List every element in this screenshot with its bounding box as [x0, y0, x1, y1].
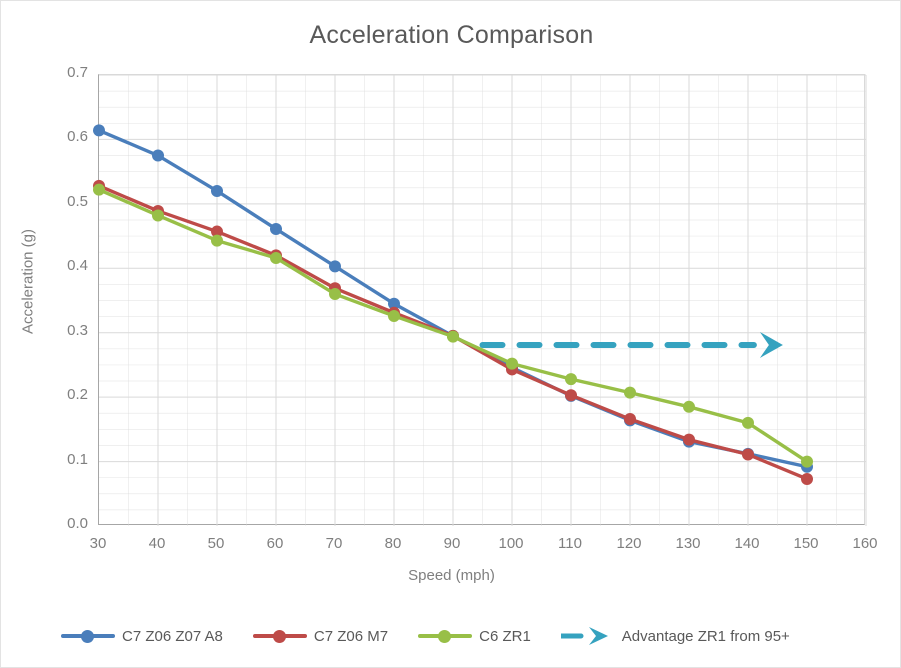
legend-item-label: C7 Z06 Z07 A8 [122, 627, 223, 645]
legend-item[interactable]: C7 Z06 M7 [252, 627, 389, 645]
x-tick-label: 160 [852, 535, 878, 552]
data-series-layer [93, 124, 813, 485]
x-tick-label: 100 [498, 535, 524, 552]
x-tick-label: 150 [793, 535, 819, 552]
x-tick-label: 130 [675, 535, 701, 552]
y-tick-label: 0.7 [67, 64, 88, 81]
gridlines [99, 74, 867, 526]
annotation-arrow [479, 331, 783, 358]
legend-line-marker [61, 628, 115, 644]
x-tick-label: 60 [266, 535, 284, 552]
x-tick-label: 110 [558, 535, 582, 552]
x-tick-label: 90 [443, 535, 461, 552]
plot-area [93, 74, 867, 526]
x-tick-label: 30 [89, 535, 107, 552]
chart-legend: C7 Z06 Z07 A8 C7 Z06 M7 C6 ZR1 Advantage ZR… [61, 621, 861, 651]
y-tick-label: 0.2 [67, 386, 88, 404]
legend-dot [272, 630, 286, 643]
y-tick-label: 0.6 [67, 128, 88, 146]
y-tick-label: 0.4 [67, 257, 88, 275]
legend-line-marker [252, 628, 307, 644]
annotation-layer [479, 331, 783, 358]
y-tick-label: 0.1 [67, 450, 88, 468]
x-tick-label: 40 [148, 535, 166, 552]
legend-item-label: C6 ZR1 [479, 627, 531, 645]
legend-item-label: C7 Z06 M7 [313, 627, 389, 645]
series-3 [93, 183, 813, 468]
legend-dot [81, 630, 94, 643]
legend-arrow-icon [558, 626, 615, 646]
x-tick-label: 80 [384, 535, 402, 552]
legend-line-marker [418, 628, 473, 644]
legend-dot [438, 630, 452, 643]
y-tick-label: 0.5 [67, 192, 88, 210]
legend-item[interactable]: C7 Z06 Z07 A8 [61, 628, 223, 645]
x-tick-label: 70 [325, 535, 343, 552]
y-tick-label: 0.0 [67, 515, 88, 532]
legend-item[interactable]: C6 ZR1 [418, 628, 531, 645]
chart-title: Acceleration Comparison [309, 21, 594, 49]
x-tick-label: 120 [616, 535, 642, 552]
legend-item[interactable]: Advantage ZR1 from 95+ [558, 626, 790, 646]
y-tick-label: 0.3 [67, 321, 88, 339]
x-tick-label: 50 [207, 535, 225, 552]
x-axis-title: Speed (mph) [408, 567, 495, 584]
x-tick-label: 140 [734, 535, 760, 552]
y-axis-title: Acceleration (g) [19, 228, 37, 335]
legend-item-label: Advantage ZR1 from 95+ [621, 627, 790, 645]
